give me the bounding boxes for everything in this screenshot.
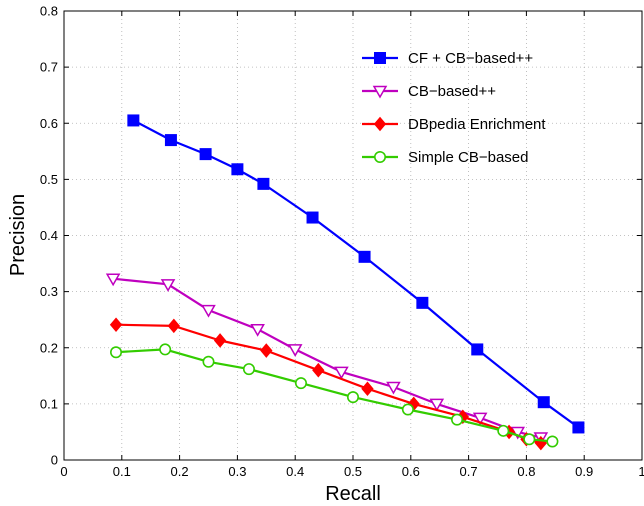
x-tick-label: 0.2 — [171, 464, 189, 479]
series-1 — [105, 273, 549, 446]
series-layer — [105, 114, 585, 451]
legend-entry: CF + CB−based++ — [362, 50, 533, 67]
data-point — [386, 381, 401, 395]
data-point — [287, 344, 303, 357]
legend-marker — [374, 52, 386, 64]
data-point — [416, 296, 429, 309]
legend-marker — [372, 85, 388, 99]
series-3 — [110, 343, 559, 448]
data-point — [497, 424, 510, 437]
y-tick-label: 0.8 — [40, 4, 58, 19]
legend-marker — [373, 151, 386, 164]
data-point — [159, 343, 172, 356]
data-point — [110, 346, 123, 359]
x-tick-label: 0.9 — [575, 464, 593, 479]
data-point — [401, 403, 414, 416]
data-point — [334, 366, 349, 380]
y-tick-label: 0.7 — [40, 60, 58, 75]
y-tick-label: 0.6 — [40, 116, 58, 131]
x-axis-label: Recall — [325, 483, 381, 505]
data-point — [250, 323, 265, 337]
x-tick-label: 0.6 — [402, 464, 420, 479]
data-point — [472, 412, 488, 426]
legend-entry: Simple CB−based — [362, 149, 528, 166]
x-tick-label: 0.4 — [286, 464, 304, 479]
data-point — [523, 433, 536, 446]
legend-entry: CB−based++ — [362, 83, 496, 100]
x-tick-label: 0 — [60, 464, 67, 479]
x-tick-label: 0.3 — [228, 464, 246, 479]
y-tick-label: 0 — [51, 453, 58, 468]
y-tick-label: 0.3 — [40, 284, 58, 299]
data-point — [451, 413, 464, 426]
data-point — [471, 343, 484, 356]
legend-label: DBpedia Enrichment — [408, 116, 546, 133]
series-0 — [127, 114, 585, 434]
x-tick-labels: 0 0.1 0.2 0.3 0.4 0.5 0.6 0.7 0.8 0.9 1 — [60, 464, 644, 479]
x-tick-label: 0.5 — [344, 464, 362, 479]
y-tick-label: 0.2 — [40, 340, 58, 355]
y-tick-labels: 0 0.1 0.2 0.3 0.4 0.5 0.6 0.7 0.8 — [40, 4, 58, 468]
data-point — [546, 435, 559, 448]
y-axis-label: Precision — [7, 194, 29, 276]
x-tick-label: 0.8 — [517, 464, 535, 479]
data-point — [346, 391, 359, 404]
data-point — [429, 398, 445, 412]
data-point — [572, 421, 585, 434]
data-point — [306, 211, 319, 224]
y-tick-label: 0.5 — [40, 172, 58, 187]
ticks — [63, 10, 643, 461]
data-point — [105, 273, 121, 287]
data-point — [201, 304, 216, 318]
x-tick-label: 0.1 — [113, 464, 131, 479]
data-point — [199, 148, 212, 161]
y-tick-label: 0.1 — [40, 396, 58, 411]
legend-label: CF + CB−based++ — [408, 50, 533, 67]
data-point — [202, 355, 215, 368]
y-tick-label: 0.4 — [40, 228, 58, 243]
data-point — [312, 362, 325, 378]
data-point — [537, 396, 550, 409]
data-point — [127, 114, 140, 127]
data-point — [242, 363, 255, 376]
data-point — [358, 250, 371, 263]
data-point — [510, 426, 526, 440]
data-point — [294, 377, 307, 390]
data-point — [260, 343, 273, 358]
data-point — [257, 177, 270, 190]
legend: CF + CB−based++ CB−based++ DBpedia Enrichm… — [362, 50, 546, 166]
x-tick-label: 1 — [638, 464, 644, 479]
legend-label: CB−based++ — [408, 83, 496, 100]
legend-label: Simple CB−based — [408, 149, 528, 166]
data-point — [164, 134, 177, 147]
legend-marker — [373, 116, 387, 132]
data-point — [213, 333, 227, 348]
data-point — [160, 279, 176, 292]
x-tick-label: 0.7 — [460, 464, 478, 479]
data-point — [231, 163, 244, 176]
legend-entry: DBpedia Enrichment — [362, 116, 546, 133]
data-point — [167, 318, 180, 334]
data-point — [361, 381, 374, 396]
data-point — [109, 317, 123, 333]
